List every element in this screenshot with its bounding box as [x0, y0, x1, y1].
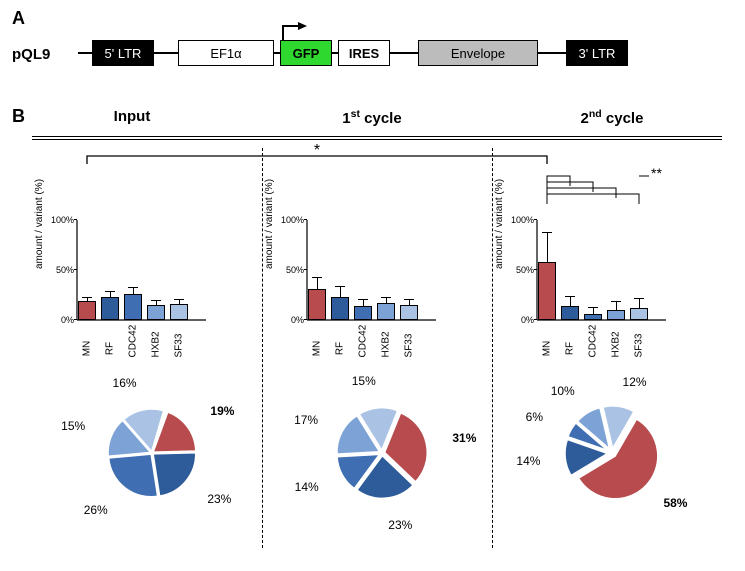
- columns-container: amount / variant (%)0%50%100%MNRFCDC42HX…: [32, 148, 722, 548]
- x-tick-label: HXB2: [151, 340, 162, 358]
- y-tick-label: 0%: [274, 315, 304, 325]
- bar-hxb2: [377, 303, 395, 320]
- x-tick-label: MN: [312, 340, 323, 358]
- x-tick-label: SF33: [174, 340, 185, 358]
- construct-box-ef1: EF1α: [178, 40, 274, 66]
- pie-chart: 19%23%26%15%16%: [92, 393, 212, 513]
- bar-cdc42: [354, 306, 372, 320]
- x-tick-label: CDC42: [128, 340, 139, 358]
- bar-rf: [101, 297, 119, 320]
- bars-group: [308, 220, 418, 320]
- pie-label-mn: 19%: [210, 404, 234, 418]
- bar-mn: [308, 289, 326, 320]
- construct-wire: [390, 52, 418, 54]
- pie-label-sf33: 16%: [113, 376, 137, 390]
- construct-box-gfp: GFP: [280, 40, 332, 66]
- construct-wire: [154, 52, 178, 54]
- column-header: 1st cycle: [252, 108, 492, 127]
- column-headers: Input1st cycle2nd cycle: [12, 108, 732, 127]
- x-tick-label: SF33: [634, 340, 645, 358]
- double-rule: [32, 136, 722, 140]
- construct-box-3ltr: 3' LTR: [566, 40, 628, 66]
- x-tick-label: CDC42: [358, 340, 369, 358]
- x-tick-label: RF: [565, 340, 576, 358]
- bar-rf: [331, 297, 349, 320]
- construct-wire: [538, 52, 566, 54]
- construct-name: pQL9: [12, 46, 50, 63]
- bar-rf: [561, 306, 579, 320]
- x-tick-label: RF: [335, 340, 346, 358]
- pie-label-mn: 31%: [452, 431, 476, 445]
- column: amount / variant (%)0%50%100%MNRFCDC42HX…: [492, 148, 722, 548]
- bar-mn: [538, 262, 556, 320]
- pie-chart: 31%23%14%17%15%: [322, 393, 442, 513]
- bar-chart: 0%50%100%MNRFCDC42HXB2SF33: [76, 204, 216, 334]
- pie-label-sf33: 12%: [623, 375, 647, 389]
- column-header: Input: [12, 108, 252, 127]
- pie-label-hxb2: 17%: [294, 413, 318, 427]
- construct-box-5ltr: 5' LTR: [92, 40, 154, 66]
- x-tick-label: MN: [82, 340, 93, 358]
- pie-label-rf: 23%: [207, 492, 231, 506]
- pie-chart: 58%14%6%10%12%: [552, 393, 672, 513]
- pie-label-cdc42: 6%: [526, 410, 543, 424]
- x-tick-label: HXB2: [381, 340, 392, 358]
- pie-label-rf: 23%: [388, 518, 412, 532]
- bar-hxb2: [607, 310, 625, 320]
- y-tick-label: 50%: [504, 265, 534, 275]
- bar-sf33: [630, 308, 648, 320]
- bars-group: [78, 220, 188, 320]
- column: amount / variant (%)0%50%100%MNRFCDC42HX…: [32, 148, 262, 548]
- bar-cdc42: [124, 294, 142, 320]
- x-tick-label: CDC42: [588, 340, 599, 358]
- y-tick-label: 100%: [274, 215, 304, 225]
- construct-schematic: 5' LTR EF1αGFPIRES Envelope 3' LTR: [78, 38, 628, 68]
- bars-group: [538, 220, 648, 320]
- bar-sf33: [400, 305, 418, 320]
- y-tick-label: 50%: [274, 265, 304, 275]
- pie-label-cdc42: 14%: [295, 480, 319, 494]
- pie-label-hxb2: 15%: [61, 419, 85, 433]
- bar-hxb2: [147, 305, 165, 320]
- bar-chart: 0%50%100%MNRFCDC42HXB2SF33: [536, 204, 676, 334]
- bar-sf33: [170, 304, 188, 320]
- bar-mn: [78, 301, 96, 320]
- pie-slice-rf: [153, 453, 196, 497]
- pie-label-cdc42: 26%: [84, 503, 108, 517]
- x-tick-label: RF: [105, 340, 116, 358]
- pie-label-hxb2: 10%: [551, 384, 575, 398]
- y-tick-label: 100%: [44, 215, 74, 225]
- x-tick-label: HXB2: [611, 340, 622, 358]
- pie-label-sf33: 15%: [352, 374, 376, 388]
- pie-label-mn: 58%: [663, 496, 687, 510]
- column: amount / variant (%)0%50%100%MNRFCDC42HX…: [262, 148, 492, 548]
- x-tick-label: MN: [542, 340, 553, 358]
- y-tick-label: 0%: [504, 315, 534, 325]
- pie-slice-cdc42: [109, 454, 158, 497]
- bar-cdc42: [584, 314, 602, 320]
- bar-chart: 0%50%100%MNRFCDC42HXB2SF33: [306, 204, 446, 334]
- column-header: 2nd cycle: [492, 108, 732, 127]
- y-tick-label: 100%: [504, 215, 534, 225]
- y-tick-label: 0%: [44, 315, 74, 325]
- construct-box-envelope: Envelope: [418, 40, 538, 66]
- construct-wire: [78, 52, 92, 54]
- x-tick-label: SF33: [404, 340, 415, 358]
- construct-box-ires: IRES: [338, 40, 390, 66]
- y-tick-label: 50%: [44, 265, 74, 275]
- pie-label-rf: 14%: [516, 454, 540, 468]
- panel-a: A pQL9 5' LTR EF1αGFPIRES Envelope 3' LTR: [12, 10, 732, 80]
- panel-a-letter: A: [12, 8, 25, 29]
